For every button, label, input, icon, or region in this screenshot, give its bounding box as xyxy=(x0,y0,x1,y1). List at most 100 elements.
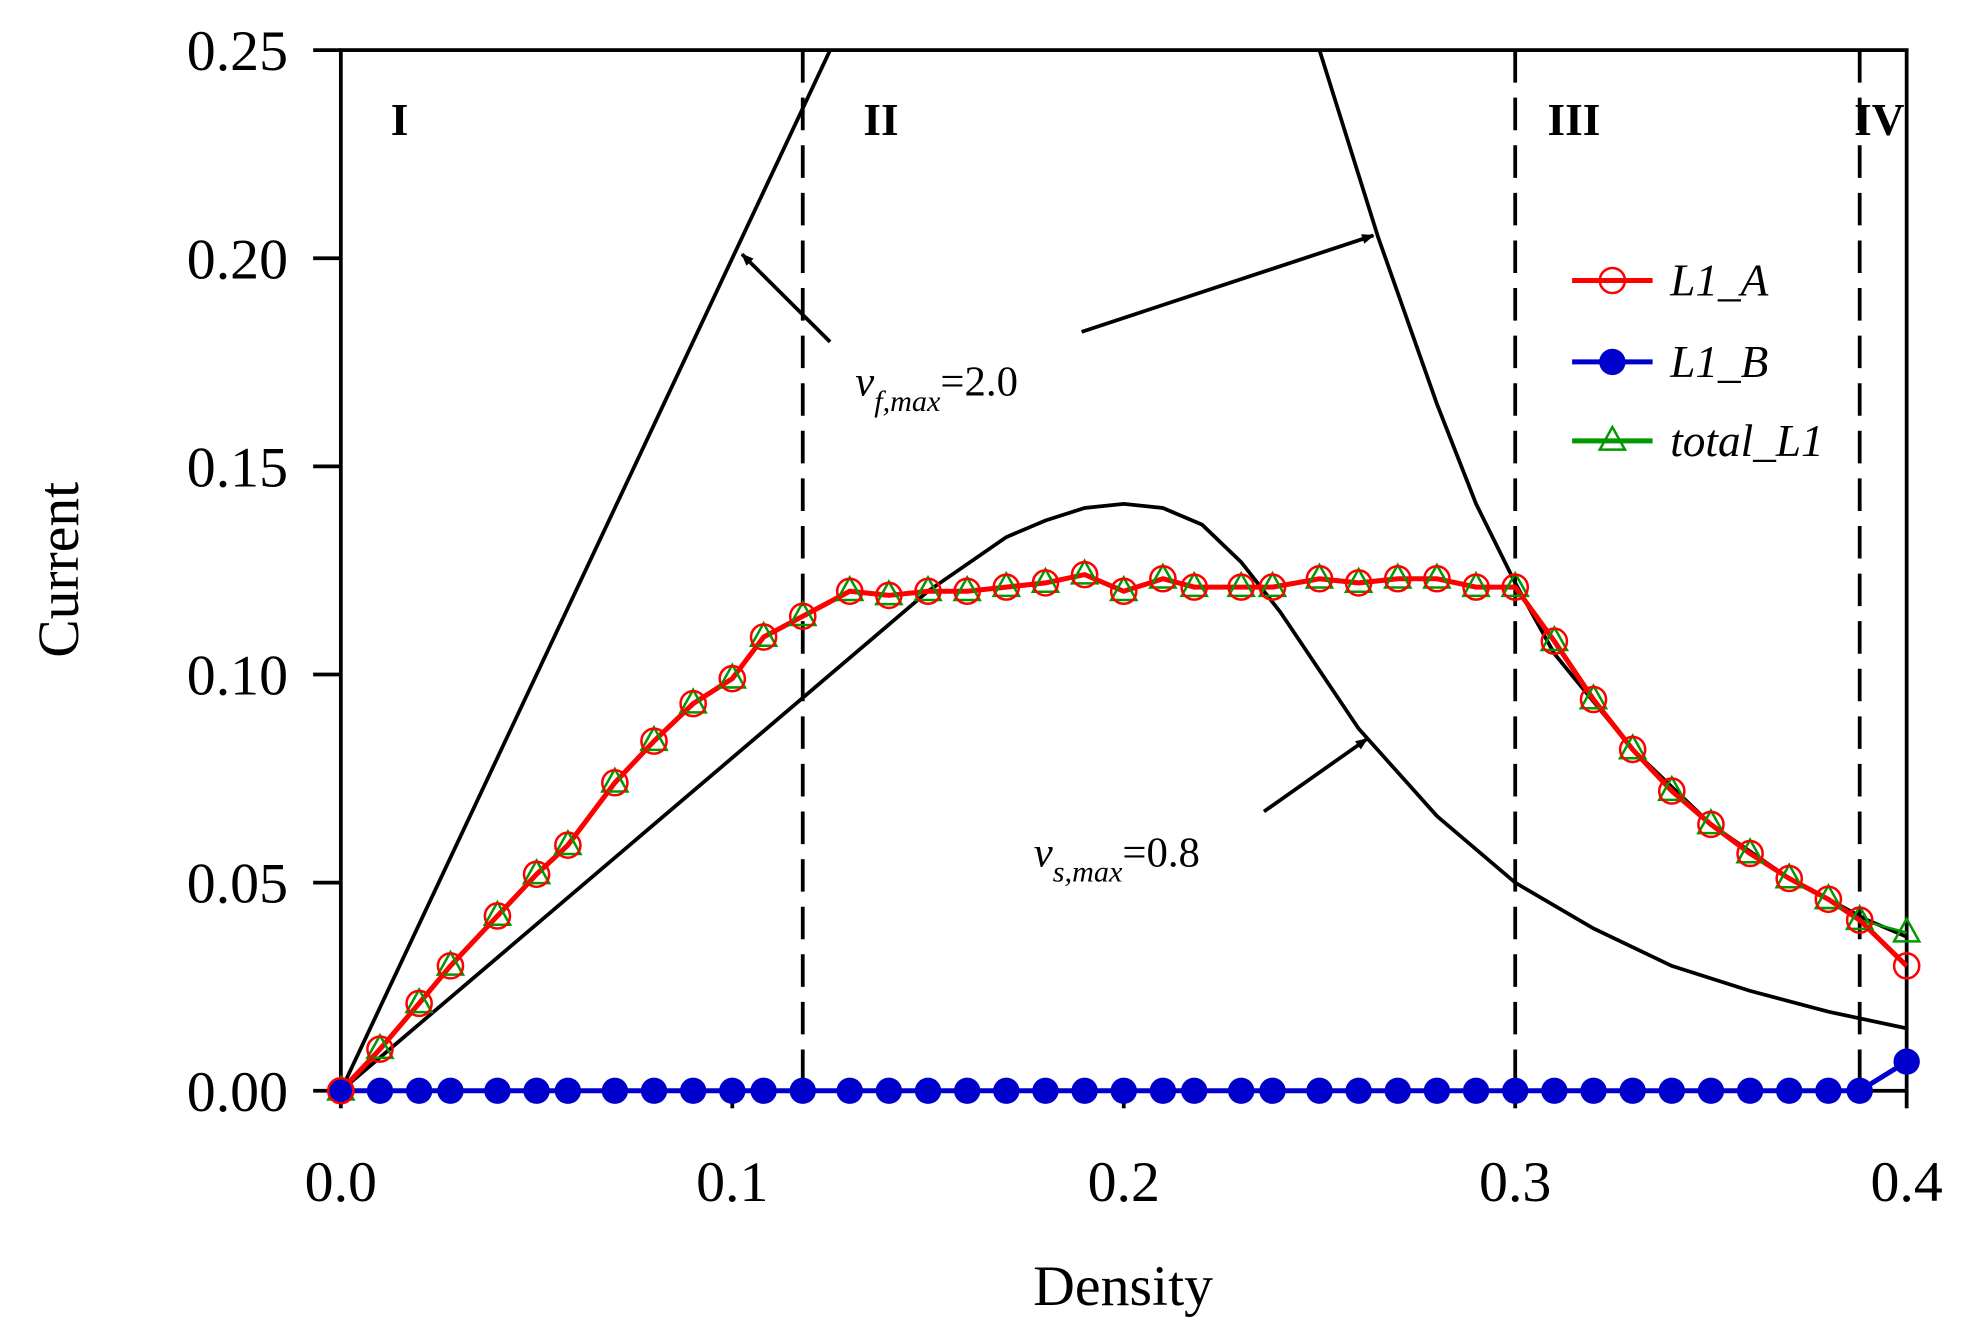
data-point xyxy=(1597,424,1628,451)
data-point xyxy=(1580,1077,1607,1104)
data-point xyxy=(717,662,748,689)
data-point xyxy=(1617,733,1648,760)
data-point xyxy=(953,1077,981,1104)
data-point xyxy=(483,902,512,930)
data-point xyxy=(366,1077,394,1104)
data-point xyxy=(914,1077,942,1104)
data-point xyxy=(1423,564,1451,593)
data-point xyxy=(1657,774,1687,802)
data-point xyxy=(1776,1077,1803,1104)
reference-curves xyxy=(340,50,1907,1091)
annotation-vs: vs,max=0.8 xyxy=(1034,830,1200,889)
y-tick-label: 0.20 xyxy=(187,228,288,291)
y-tick-label: 0.05 xyxy=(187,853,288,916)
data-point xyxy=(789,1077,816,1104)
data-point xyxy=(1258,573,1287,601)
data-point xyxy=(1344,569,1373,597)
data-point xyxy=(835,577,864,606)
data-point xyxy=(836,1077,863,1104)
data-point xyxy=(405,989,433,1018)
data-point xyxy=(788,602,817,631)
x-tick-label: 0.2 xyxy=(1088,1151,1160,1214)
plot-frame xyxy=(338,48,1909,1093)
data-point xyxy=(1500,570,1530,598)
data-point xyxy=(1181,1077,1208,1104)
data-point xyxy=(523,1077,550,1104)
data-point xyxy=(1345,1077,1372,1104)
data-point xyxy=(553,828,583,856)
data-point xyxy=(1179,570,1209,598)
data-point xyxy=(1384,1077,1411,1104)
data-point xyxy=(482,899,513,926)
data-point xyxy=(1031,569,1060,597)
legend-label: L1_A xyxy=(1669,256,1769,306)
data-point xyxy=(914,577,942,606)
data-point xyxy=(1814,885,1843,914)
data-point xyxy=(1541,1077,1568,1104)
legend-label: total_L1 xyxy=(1670,416,1823,466)
data-point xyxy=(436,952,465,980)
data-point xyxy=(1227,1077,1255,1104)
annotation-vf: vf,max=2.0 xyxy=(855,359,1018,418)
region-label: I xyxy=(391,95,409,145)
data-point xyxy=(601,768,629,797)
data-point xyxy=(1697,810,1725,839)
reference-curve xyxy=(340,50,832,1091)
data-point xyxy=(1109,574,1139,602)
x-tick-label: 0.3 xyxy=(1479,1151,1551,1214)
data-point xyxy=(1149,1077,1177,1104)
data-point xyxy=(1461,570,1491,598)
data-point xyxy=(1844,903,1875,931)
axes: 0.0 0.1 0.2 0.3 0.4 0.00 0.05 0.10 0.15 0.20 0.25 I… xyxy=(187,20,1943,1214)
data-point xyxy=(953,577,981,606)
data-point xyxy=(1697,1077,1725,1104)
data-point xyxy=(484,1077,511,1104)
data-point xyxy=(437,1077,464,1104)
data-point xyxy=(1501,573,1530,601)
x-tick-label: 0.0 xyxy=(305,1151,377,1214)
data-point xyxy=(1736,839,1764,868)
data-point xyxy=(1618,735,1647,764)
data-point xyxy=(992,573,1021,601)
data-point xyxy=(1109,577,1138,606)
data-point xyxy=(601,1077,629,1104)
data-point xyxy=(365,1032,395,1060)
y-tick-label: 0.10 xyxy=(187,645,288,708)
arrow-vs xyxy=(1262,737,1369,814)
data-point xyxy=(1539,624,1570,652)
data-point xyxy=(1578,683,1609,710)
arrow-vf-right xyxy=(1081,233,1375,334)
data-point xyxy=(1619,1077,1646,1104)
data-point xyxy=(521,857,552,885)
data-point xyxy=(640,1077,668,1104)
x-tick-label: 0.1 xyxy=(696,1151,768,1214)
data-point xyxy=(1891,916,1922,943)
data-point xyxy=(1815,1077,1842,1104)
data-point xyxy=(679,689,707,718)
data-point xyxy=(1775,864,1804,893)
data-point xyxy=(1540,627,1569,655)
data-point xyxy=(1462,1077,1490,1104)
x-axis-label: Density xyxy=(1033,1255,1213,1318)
data-point xyxy=(749,623,778,651)
data-point xyxy=(678,687,708,714)
data-point xyxy=(522,860,551,889)
data-point xyxy=(1423,1077,1451,1104)
series-line-L1_A xyxy=(338,571,1909,1093)
data-point xyxy=(1149,564,1177,593)
data-point xyxy=(1579,685,1608,714)
data-point xyxy=(435,949,466,976)
data-point xyxy=(1846,1077,1873,1104)
data-point xyxy=(1657,777,1686,805)
legend-label: L1_B xyxy=(1669,337,1768,387)
data-point xyxy=(1305,564,1334,593)
data-point xyxy=(1227,573,1256,601)
data-point xyxy=(991,570,1022,598)
arrow-vf-left xyxy=(740,252,832,344)
data-point xyxy=(1226,570,1256,598)
data-point xyxy=(1306,1077,1333,1104)
data-point xyxy=(1030,566,1061,593)
data-point xyxy=(875,581,903,610)
data-point xyxy=(1257,570,1288,598)
